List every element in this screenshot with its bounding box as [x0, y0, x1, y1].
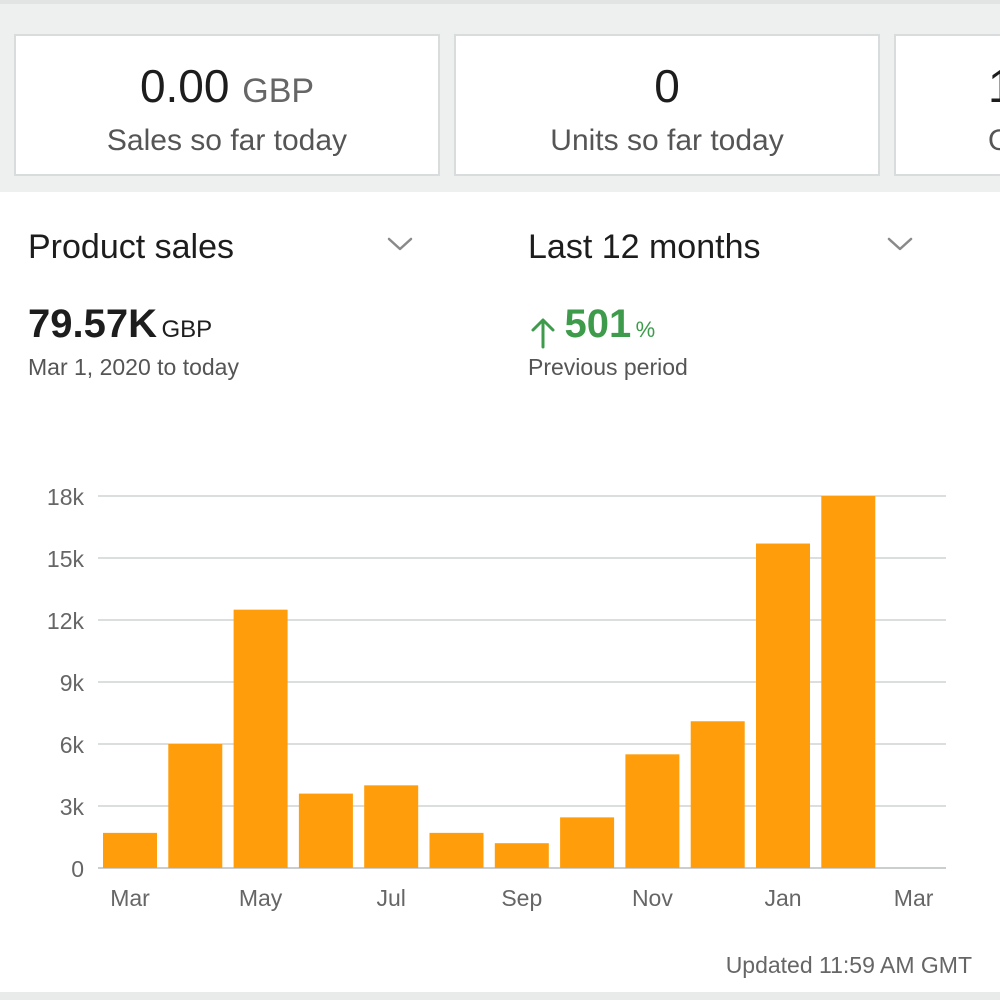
- sales-today-value-line: 0.00 GBP: [16, 58, 438, 119]
- sales-bar-chart-area: 0 3k 6k 9k 12k 15k 18k Mar May Jul Sep Nov Jan Mar: [0, 192, 1000, 992]
- sales-today-card[interactable]: 0.00 GBP Sales so far today: [14, 34, 440, 176]
- y-tick-label: 12k: [47, 608, 85, 634]
- x-tick-label: Jan: [764, 885, 801, 911]
- bar-dec-9[interactable]: [690, 721, 745, 868]
- sales-chart-panel: Product sales Last 12 months 79.57K GBP …: [0, 192, 1000, 992]
- period-dropdown[interactable]: Last 12 months: [528, 222, 918, 272]
- partial-third-card[interactable]: 1 O: [894, 34, 1000, 176]
- x-tick-label: May: [239, 885, 283, 911]
- period-change-value: 501 %: [528, 300, 655, 357]
- units-today-value: 0: [654, 60, 680, 112]
- metric-dropdown[interactable]: Product sales: [28, 222, 418, 272]
- chevron-down-icon: [387, 237, 413, 251]
- period-change-number: 501: [564, 302, 632, 346]
- x-tick-label: Nov: [632, 885, 673, 911]
- x-tick-label: Mar: [894, 885, 934, 911]
- bar-may-2[interactable]: [233, 609, 288, 868]
- total-sales-value: 79.57K GBP: [28, 300, 212, 357]
- bar-feb-11[interactable]: [821, 496, 876, 868]
- period-dropdown-label: Last 12 months: [528, 228, 761, 266]
- bar-mar-0[interactable]: [103, 832, 157, 868]
- bar-jan-10[interactable]: [756, 543, 810, 868]
- arrow-up-icon: [531, 318, 555, 349]
- x-tick-label: Jul: [376, 885, 405, 911]
- bottom-divider: [0, 992, 1000, 1000]
- x-tick-label: Mar: [110, 885, 150, 911]
- units-today-card[interactable]: 0 Units so far today: [454, 34, 880, 176]
- sales-today-value: 0.00: [139, 60, 230, 112]
- y-tick-label: 0: [71, 856, 84, 882]
- y-tick-label: 6k: [60, 732, 85, 758]
- bar-jun-3[interactable]: [298, 793, 353, 868]
- top-divider: [0, 0, 1000, 4]
- date-range-label: Mar 1, 2020 to today: [28, 354, 239, 380]
- today-summary-band: 0.00 GBP Sales so far today 0 Units so f…: [0, 0, 1000, 192]
- y-tick-label: 9k: [60, 670, 85, 696]
- sales-today-currency: GBP: [242, 72, 315, 110]
- third-card-value-line: 1: [988, 58, 1000, 114]
- sales-bar-chart: 0 3k 6k 9k 12k 15k 18k Mar May Jul Sep Nov Jan Mar: [47, 484, 946, 911]
- total-sales-amount: 79.57K: [28, 302, 157, 346]
- previous-period-label: Previous period: [528, 354, 688, 380]
- bar-jul-4[interactable]: [364, 785, 419, 868]
- units-today-value-line: 0: [456, 58, 878, 114]
- bar-sep-6[interactable]: [494, 843, 549, 868]
- y-tick-label: 18k: [47, 484, 85, 510]
- y-tick-label: 15k: [47, 546, 85, 572]
- third-card-value: 1: [988, 60, 1000, 112]
- bar-aug-5[interactable]: [429, 832, 484, 868]
- bar-apr-1[interactable]: [168, 744, 223, 868]
- third-card-label: O: [988, 122, 1000, 160]
- sales-today-label: Sales so far today: [106, 124, 348, 157]
- y-tick-label: 3k: [60, 794, 85, 820]
- bar-oct-7[interactable]: [560, 817, 615, 868]
- chevron-down-icon: [887, 237, 913, 251]
- last-updated-label: Updated 11:59 AM GMT: [725, 952, 972, 978]
- period-change-unit: %: [635, 317, 656, 342]
- total-sales-currency: GBP: [161, 316, 213, 343]
- metric-dropdown-label: Product sales: [28, 228, 234, 266]
- x-tick-label: Sep: [501, 885, 542, 911]
- units-today-label: Units so far today: [550, 124, 784, 157]
- bar-nov-8[interactable]: [625, 754, 680, 868]
